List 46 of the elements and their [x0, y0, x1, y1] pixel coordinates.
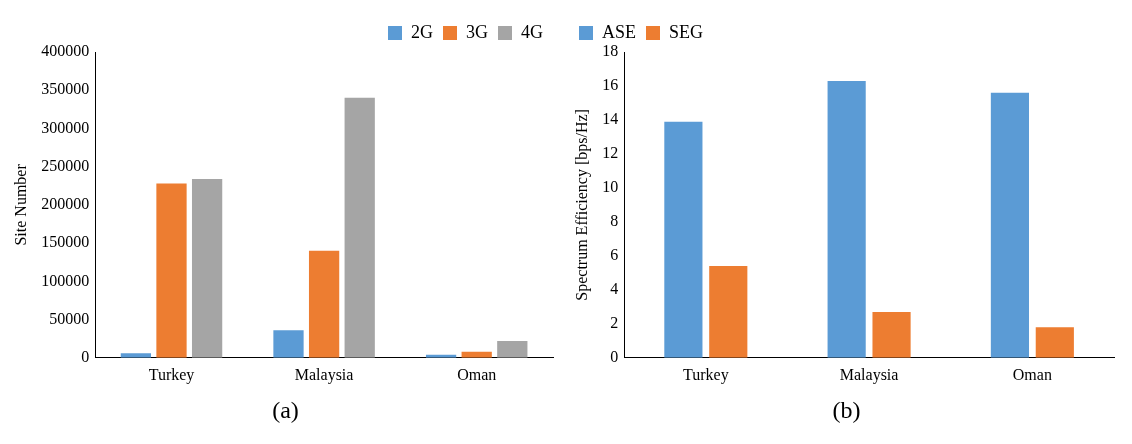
text: (b) [832, 397, 861, 424]
y-tick-label: 300000 [41, 118, 90, 136]
x-tick-label: Malaysia [294, 365, 354, 384]
y-tick-label: 4 [610, 280, 619, 298]
y-axis-title: Spectrum Efficiency [bps/Hz] [572, 109, 591, 301]
bar [664, 121, 703, 358]
y-tick-label: 8 [610, 212, 619, 230]
bar [827, 80, 866, 358]
legend-label: 4G [521, 21, 543, 42]
y-tick-label: 350000 [41, 80, 90, 98]
y-axis-title: Site Number [11, 163, 29, 246]
bar [709, 266, 748, 358]
legend-label: 2G [411, 21, 433, 42]
y-tick-label: 200000 [41, 195, 90, 213]
text: (a) [272, 397, 299, 424]
bar [156, 183, 187, 358]
y-tick-label: 16 [602, 76, 619, 94]
y-tick-label: 18 [602, 42, 619, 60]
x-tick-label: Turkey [683, 365, 729, 384]
bar [872, 311, 911, 358]
x-tick-label: Malaysia [839, 365, 899, 384]
bar [273, 330, 304, 358]
y-tick-label: 12 [602, 144, 619, 162]
bar [344, 97, 375, 358]
y-tick-label: 6 [610, 246, 619, 264]
y-tick-label: 150000 [41, 233, 90, 251]
x-tick-label: Oman [1012, 365, 1052, 383]
x-tick-label: Turkey [148, 365, 195, 384]
y-tick-label: 400000 [41, 42, 90, 60]
y-tick-label: 14 [602, 110, 619, 128]
bar [990, 92, 1029, 358]
bar [308, 250, 340, 358]
bar [1035, 327, 1074, 358]
bar [497, 340, 528, 358]
y-tick-label: 0 [81, 348, 90, 365]
legend-label: 3G [466, 21, 488, 42]
y-tick-label: 0 [610, 348, 619, 365]
y-tick-label: 10 [602, 178, 619, 196]
y-tick-label: 50000 [49, 309, 90, 327]
legend-label: ASE [602, 21, 637, 42]
y-tick-label: 100000 [41, 271, 90, 289]
x-tick-label: Oman [457, 365, 497, 383]
legend-label: SEG [669, 21, 704, 42]
bar [191, 178, 223, 358]
y-tick-label: 2 [610, 314, 619, 332]
y-tick-label: 250000 [41, 156, 90, 174]
